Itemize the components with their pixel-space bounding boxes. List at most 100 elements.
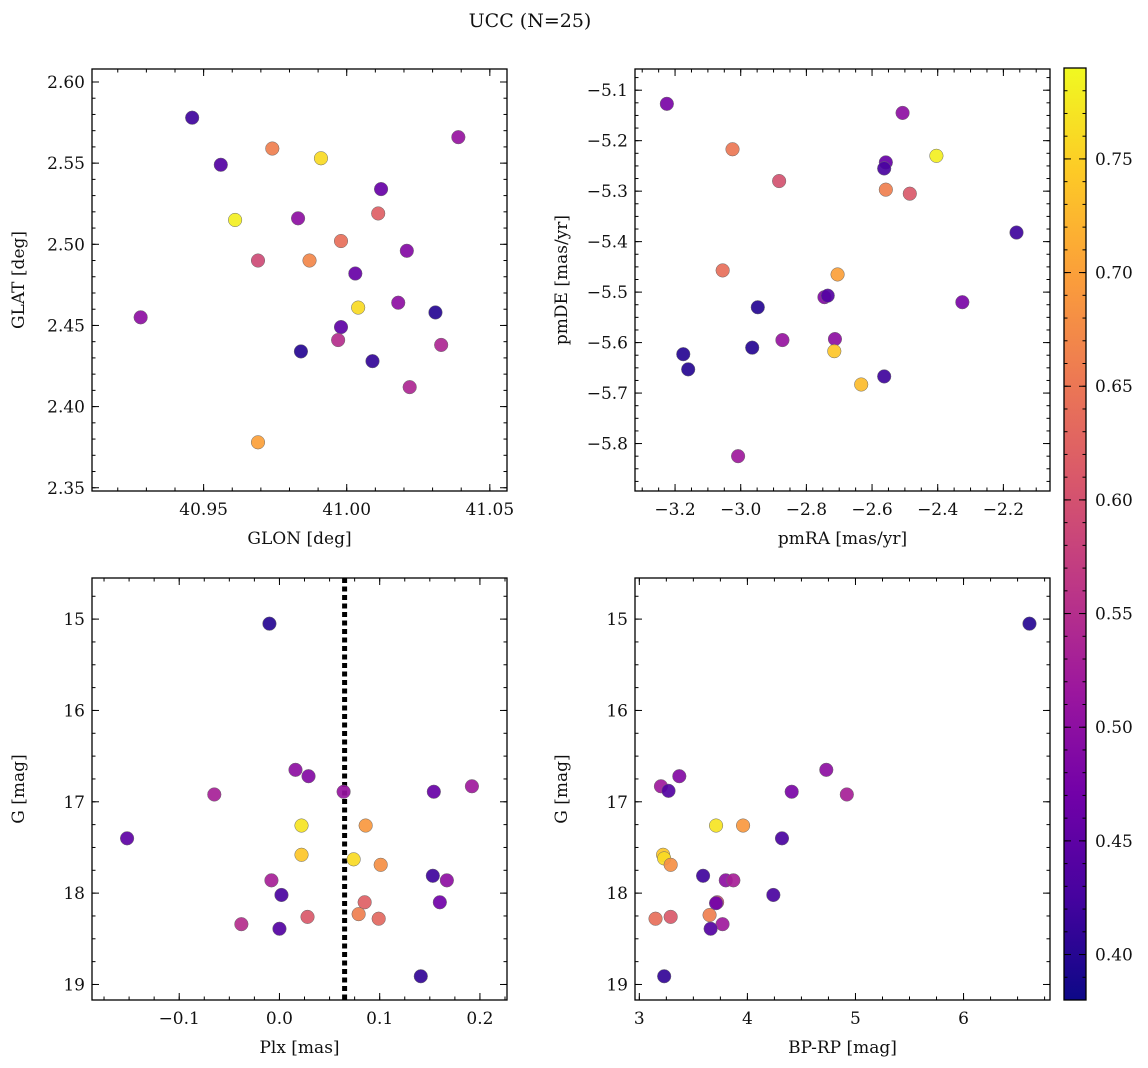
data-point bbox=[715, 917, 730, 932]
data-point bbox=[291, 211, 306, 226]
data-point bbox=[709, 818, 724, 833]
y-axis-label: G [mag] bbox=[9, 754, 29, 823]
y-tick-label: 19 bbox=[63, 975, 85, 995]
colorbar-tick-label: 0.70 bbox=[1095, 264, 1133, 284]
data-point bbox=[348, 266, 363, 281]
colorbar-gradient bbox=[1064, 68, 1086, 1000]
data-point bbox=[351, 907, 366, 922]
data-point bbox=[293, 344, 308, 359]
data-point bbox=[696, 868, 711, 883]
colorbar-tick-label: 0.65 bbox=[1095, 377, 1133, 397]
data-point bbox=[663, 909, 678, 924]
axis-ticks bbox=[92, 578, 507, 1000]
y-tick-label: −5.2 bbox=[587, 132, 628, 152]
x-tick-label: 4 bbox=[742, 1009, 753, 1029]
scatter-panel: −3.2 −3.0 −2.8 −2.6 −2.4 −2.2 −5.8 −5.7 −5.6 −5.5… bbox=[552, 68, 1051, 549]
y-tick-label: 2.40 bbox=[47, 398, 85, 418]
x-axis-label: BP-RP [mag] bbox=[788, 1038, 897, 1058]
scatter-panel: 40.95 41.00 41.05 2.35 2.40 2.45 2.50 2.55 2.60 G… bbox=[9, 68, 514, 549]
data-point bbox=[333, 233, 349, 249]
colorbar-frame bbox=[1063, 67, 1087, 1001]
data-point bbox=[301, 769, 316, 784]
y-tick-label: 17 bbox=[606, 793, 628, 813]
scatter-panel: 3 4 5 6 15 16 17 18 19 BP-RP [mag] G [mag] bbox=[552, 577, 1051, 1058]
x-tick-label: 5 bbox=[850, 1009, 861, 1029]
data-point bbox=[274, 887, 289, 903]
data-point bbox=[676, 347, 691, 362]
data-point bbox=[371, 911, 386, 926]
x-tick-label: 0.2 bbox=[466, 1009, 493, 1029]
data-point bbox=[120, 831, 135, 846]
data-point bbox=[264, 873, 279, 888]
data-point bbox=[434, 337, 449, 352]
data-point bbox=[336, 784, 351, 799]
y-tick-label: 19 bbox=[606, 975, 628, 995]
y-tick-label: 16 bbox=[63, 701, 85, 721]
y-tick-label: 18 bbox=[606, 884, 628, 904]
data-point bbox=[1022, 616, 1037, 631]
x-tick-label: −2.6 bbox=[851, 500, 892, 520]
y-tick-label: −5.1 bbox=[587, 81, 628, 101]
data-point bbox=[294, 847, 309, 862]
data-point bbox=[357, 895, 372, 910]
data-point bbox=[830, 267, 845, 282]
data-point bbox=[731, 449, 746, 464]
plot-frame bbox=[91, 577, 508, 1001]
data-point bbox=[681, 362, 696, 377]
data-point bbox=[331, 333, 346, 348]
axis-ticks bbox=[635, 69, 1050, 491]
data-point bbox=[774, 831, 790, 846]
y-tick-label: 17 bbox=[63, 793, 85, 813]
data-point bbox=[1009, 225, 1024, 240]
data-point bbox=[663, 857, 678, 872]
x-tick-label: −0.1 bbox=[159, 1009, 200, 1029]
colorbar-tick-label: 0.60 bbox=[1095, 491, 1133, 511]
plot-frame bbox=[91, 68, 508, 492]
colorbar-ticks bbox=[1064, 67, 1086, 1001]
data-point bbox=[709, 896, 724, 911]
data-point bbox=[895, 105, 910, 120]
data-point bbox=[464, 779, 479, 794]
axis-ticks bbox=[635, 578, 1050, 1000]
data-point bbox=[346, 852, 361, 867]
data-point bbox=[839, 787, 854, 802]
data-point bbox=[402, 380, 417, 395]
data-point bbox=[902, 186, 917, 201]
data-point bbox=[228, 212, 243, 227]
x-tick-label: −2.2 bbox=[983, 500, 1024, 520]
data-point bbox=[391, 295, 406, 310]
x-tick-label: 41.00 bbox=[322, 500, 371, 520]
y-tick-label: 2.35 bbox=[47, 479, 85, 499]
colorbar-tick-label: 0.45 bbox=[1095, 832, 1133, 852]
data-point bbox=[736, 818, 751, 833]
data-point bbox=[726, 873, 741, 888]
data-point bbox=[772, 174, 787, 189]
plot-frame bbox=[634, 68, 1051, 492]
data-point bbox=[371, 206, 386, 221]
x-axis-label: pmRA [mas/yr] bbox=[778, 529, 907, 549]
data-point bbox=[207, 787, 222, 802]
data-point bbox=[351, 300, 366, 315]
data-point bbox=[766, 887, 781, 903]
data-point bbox=[302, 253, 317, 268]
figure-title: UCC (N=25) bbox=[469, 10, 592, 32]
axis-ticks bbox=[92, 69, 507, 491]
data-point bbox=[250, 253, 266, 268]
data-point bbox=[313, 151, 329, 166]
data-point bbox=[373, 857, 388, 872]
x-tick-label: 6 bbox=[958, 1009, 969, 1029]
x-tick-label: 0.0 bbox=[266, 1009, 293, 1029]
data-point bbox=[426, 784, 441, 799]
data-point bbox=[333, 320, 349, 335]
data-point bbox=[784, 784, 799, 799]
data-point bbox=[877, 161, 892, 176]
data-point bbox=[703, 921, 718, 936]
y-tick-label: 2.45 bbox=[47, 316, 85, 336]
data-point bbox=[715, 263, 730, 278]
data-point bbox=[878, 182, 893, 197]
data-point bbox=[827, 344, 842, 359]
data-point bbox=[775, 333, 790, 348]
y-axis-label: GLAT [deg] bbox=[9, 231, 29, 329]
data-point bbox=[929, 148, 944, 163]
